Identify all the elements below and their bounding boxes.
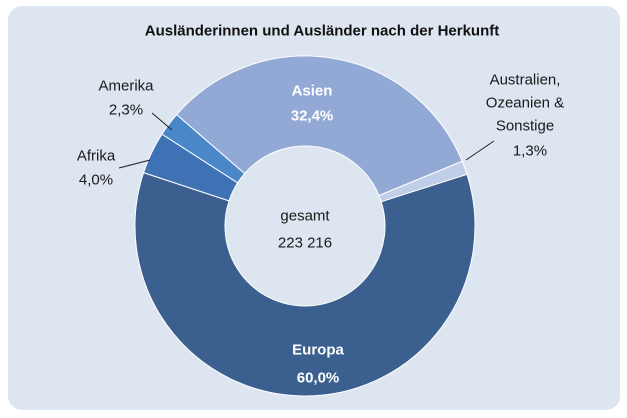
category-label: Asien <box>291 82 333 100</box>
value-label: 32,4% <box>290 107 334 125</box>
value-label: 60,0% <box>296 369 340 387</box>
slice <box>134 171 476 397</box>
category-label: Afrika <box>76 147 116 165</box>
leader-line <box>151 112 173 131</box>
slices <box>134 55 476 397</box>
leader-line <box>465 140 495 161</box>
center-label: 223 216 <box>277 234 333 252</box>
category-label: Europa <box>292 341 344 359</box>
value-label: 4,0% <box>78 171 114 189</box>
value-label: 2,3% <box>108 101 144 119</box>
category-label: Amerika <box>98 77 154 95</box>
category-label: Australien, Ozeanien & Sonstige <box>485 71 565 135</box>
slice <box>175 55 463 197</box>
chart-title: Ausländerinnen und Ausländer nach der He… <box>144 22 500 40</box>
leader-line <box>118 159 151 169</box>
center-label: gesamt <box>280 207 330 225</box>
value-label: 1,3% <box>512 142 548 160</box>
slice <box>378 160 468 203</box>
